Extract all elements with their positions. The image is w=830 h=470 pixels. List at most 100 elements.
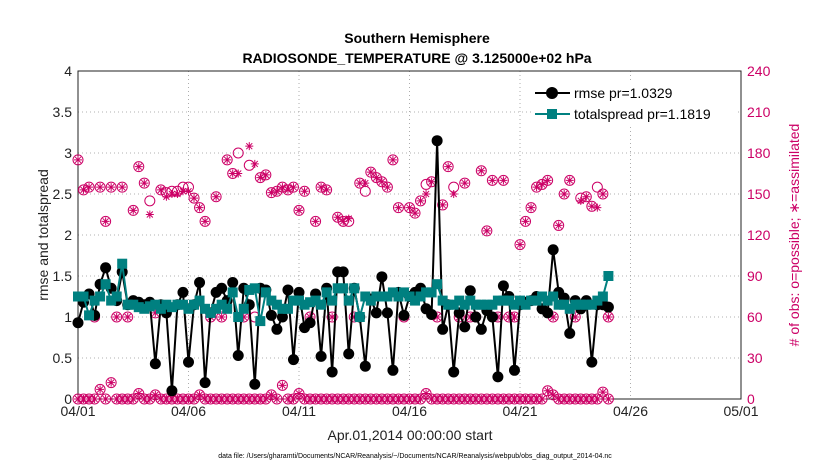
obs-low-assimilated-point xyxy=(239,395,248,403)
obs-possible-point xyxy=(486,174,498,186)
obs-low-assimilated-point xyxy=(184,395,193,403)
obs-low-assimilated-point xyxy=(516,395,524,403)
totalspread-point xyxy=(78,291,89,302)
obs-low-assimilated-point xyxy=(499,395,508,403)
obs-low-assimilated-point xyxy=(366,395,375,403)
totalspread-point xyxy=(332,283,343,294)
obs-low-assimilated-point xyxy=(96,385,105,394)
rmse-point xyxy=(497,280,509,292)
obs-possible-point xyxy=(437,199,449,211)
obs-assimilated-point xyxy=(250,159,259,168)
obs-assimilated-point xyxy=(549,313,558,321)
y-tick-label: 1.5 xyxy=(53,268,73,284)
obs-possible-point xyxy=(415,195,427,207)
obs-low-assimilated-point xyxy=(582,395,591,403)
obs-low-assimilated-point xyxy=(167,395,176,403)
obs-possible-point xyxy=(116,181,128,193)
obs-assimilated-point xyxy=(377,177,386,186)
totalspread-point xyxy=(498,295,509,306)
obs-low-assimilated-point xyxy=(532,395,541,403)
x-axis-label: Apr.01,2014 00:00:00 start xyxy=(327,427,492,443)
obs-possible-point xyxy=(531,181,543,193)
obs-assimilated-point xyxy=(134,162,143,171)
obs-possible-point xyxy=(332,211,344,223)
obs-assimilated-point xyxy=(261,170,270,179)
obs-possible-point xyxy=(514,239,526,251)
totalspread-point xyxy=(371,291,382,302)
obs-assimilated-point xyxy=(245,142,254,151)
obs-low-assimilated-point xyxy=(504,395,513,403)
obs-low-assimilated-point xyxy=(521,395,530,403)
rmse-point xyxy=(459,321,471,333)
totalspread-point xyxy=(465,295,476,306)
obs-possible-point xyxy=(260,169,272,181)
obs-assimilated-point xyxy=(565,176,574,185)
totalspread-point xyxy=(277,303,288,314)
totalspread-point xyxy=(100,279,111,290)
totalspread-point xyxy=(470,299,481,310)
obs-assimilated-point xyxy=(295,206,303,215)
rmse-point xyxy=(304,317,316,329)
obs-low-assimilated-point xyxy=(471,395,480,403)
series-layer xyxy=(72,135,614,397)
totalspread-point xyxy=(227,287,238,298)
obs-assimilated-point xyxy=(405,203,414,212)
obs-assimilated-point xyxy=(101,217,110,226)
obs-low-possible-point xyxy=(94,383,106,395)
obs-possible-point xyxy=(520,215,532,227)
obs-low-assimilated-point xyxy=(587,395,596,403)
rmse-point xyxy=(431,135,443,147)
obs-possible-point xyxy=(127,204,139,216)
obs-possible-point xyxy=(105,181,117,193)
rmse-point xyxy=(249,378,261,390)
totalspread-point xyxy=(559,299,570,310)
obs-low-assimilated-point xyxy=(145,395,154,403)
totalspread-point xyxy=(172,299,183,310)
obs-assimilated-point xyxy=(112,313,121,321)
obs-possible-point xyxy=(459,177,471,189)
obs-possible-point xyxy=(586,200,598,212)
totalspread-point xyxy=(95,291,106,302)
obs-low-possible-point xyxy=(105,377,117,389)
obs-assimilated-point xyxy=(278,183,287,192)
totalspread-point xyxy=(288,295,299,306)
legend-box xyxy=(531,81,737,127)
x-tick-label: 04/26 xyxy=(613,403,648,419)
totalspread-point xyxy=(84,310,95,321)
rmse-point xyxy=(315,350,327,362)
obs-possible-point xyxy=(243,159,255,171)
obs-low-assimilated-point xyxy=(361,395,370,403)
totalspread-point xyxy=(443,299,454,310)
obs-assimilated-point xyxy=(85,183,94,192)
y-tick-label: 2 xyxy=(64,227,72,243)
obs-low-assimilated-point xyxy=(328,395,337,403)
obs-possible-point xyxy=(194,202,206,214)
rmse-point xyxy=(475,323,487,335)
rmse-point xyxy=(282,284,294,296)
totalspread-point xyxy=(200,303,211,314)
obs-low-possible-point xyxy=(260,393,272,405)
obs-low-assimilated-point xyxy=(311,395,320,403)
obs-assimilated-point xyxy=(488,176,497,185)
obs-possible-point xyxy=(580,191,592,203)
obs-assimilated-point xyxy=(145,210,154,219)
obs-possible-point xyxy=(210,191,222,203)
totalspread-point xyxy=(299,299,310,310)
obs-possible-point xyxy=(475,165,487,177)
obs-low-assimilated-point xyxy=(112,395,121,403)
rmse-point xyxy=(508,364,520,376)
legend-rmse-label: rmse pr=1.0329 xyxy=(574,85,673,101)
obs-assimilated-point xyxy=(543,176,552,185)
obs-possible-point xyxy=(564,174,576,186)
obs-assimilated-point xyxy=(272,187,281,196)
rmse-point xyxy=(376,271,388,283)
totalspread-point xyxy=(238,303,249,314)
chart-subtitle: RADIOSONDE_TEMPERATURE @ 3.125000e+02 hP… xyxy=(242,50,591,66)
obs-possible-point xyxy=(542,174,554,186)
totalspread-point xyxy=(376,291,387,302)
totalspread-point xyxy=(189,299,200,310)
obs-assimilated-point xyxy=(554,221,563,230)
rmse-point xyxy=(216,282,228,294)
legend-spread-label: totalspread pr=1.1819 xyxy=(574,106,711,122)
